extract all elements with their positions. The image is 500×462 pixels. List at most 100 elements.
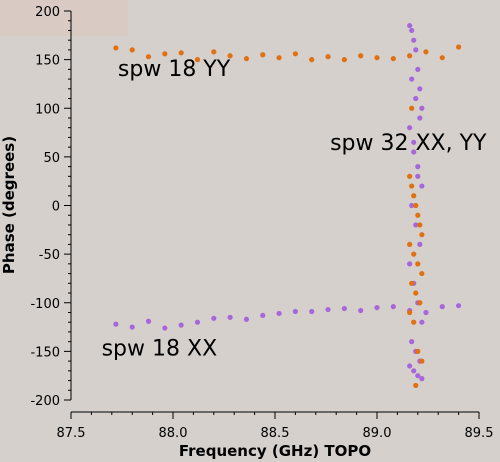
data-point — [411, 139, 417, 145]
data-point — [439, 55, 445, 61]
data-point — [243, 56, 250, 62]
data-point — [419, 376, 425, 382]
series-purple-1 — [113, 303, 462, 331]
data-point — [113, 321, 119, 327]
series-orange-3 — [407, 105, 425, 389]
data-point — [419, 319, 425, 325]
data-point — [411, 193, 417, 199]
data-point — [415, 173, 421, 179]
data-point — [390, 56, 396, 62]
data-point — [411, 251, 417, 257]
data-point — [409, 105, 415, 111]
data-point — [325, 54, 331, 60]
data-point — [260, 52, 266, 58]
data-point — [411, 149, 417, 155]
y-tick-label: -50 — [39, 248, 60, 263]
series-annotation: spw 18 YY — [118, 57, 231, 82]
y-axis-title: Phase (degrees) — [0, 136, 18, 274]
data-point — [417, 241, 423, 247]
data-point — [413, 202, 419, 209]
data-point — [145, 54, 152, 60]
data-point — [341, 305, 347, 312]
data-point — [374, 55, 380, 61]
data-point — [417, 115, 423, 121]
data-point — [194, 57, 201, 63]
y-tick-label: 100 — [35, 102, 60, 117]
data-point — [423, 49, 429, 55]
data-point — [415, 164, 421, 170]
data-point — [407, 22, 413, 29]
data-point — [227, 53, 233, 59]
data-point — [358, 53, 364, 59]
data-point — [439, 304, 445, 310]
data-point — [415, 348, 421, 354]
data-point — [409, 339, 415, 345]
data-point — [341, 57, 347, 63]
data-point — [276, 310, 282, 317]
data-point — [407, 53, 413, 59]
axes: 200 150 100 50 0 -50 -100 -150 -200 87.5 88.0 88.5 8… — [30, 5, 493, 441]
data-point — [145, 318, 152, 324]
data-point — [417, 222, 423, 228]
data-points — [113, 22, 462, 389]
data-point — [417, 86, 423, 92]
data-point — [413, 290, 419, 296]
annotations: spw 18 YY spw 32 XX, YY spw 18 XX — [102, 57, 487, 361]
data-point — [419, 183, 425, 189]
x-tick-label: 88.5 — [261, 426, 290, 441]
data-point — [292, 51, 298, 57]
data-point — [390, 304, 396, 310]
data-point — [409, 183, 415, 189]
data-point — [419, 232, 425, 238]
data-point — [417, 300, 423, 306]
data-point — [411, 319, 417, 325]
data-point — [415, 261, 421, 267]
data-point — [415, 212, 421, 218]
data-point — [413, 222, 419, 228]
data-point — [415, 66, 421, 72]
data-point — [227, 314, 233, 320]
data-point — [411, 37, 417, 43]
data-point — [211, 315, 217, 321]
data-point — [358, 307, 364, 314]
data-point — [178, 322, 184, 328]
series-annotation: spw 32 XX, YY — [330, 131, 487, 156]
data-point — [413, 382, 419, 389]
series-orange-0 — [113, 44, 462, 63]
x-tick-label: 89.0 — [363, 426, 392, 441]
series-annotation: spw 18 XX — [102, 336, 218, 361]
data-point — [419, 105, 425, 111]
data-point — [419, 358, 425, 364]
data-point — [292, 308, 298, 315]
data-point — [325, 306, 331, 313]
data-point — [407, 261, 413, 267]
data-point — [113, 45, 119, 51]
data-point — [413, 47, 419, 53]
data-point — [409, 76, 415, 82]
data-point — [309, 308, 315, 315]
data-point — [162, 325, 168, 331]
data-point — [456, 44, 462, 50]
data-point — [413, 95, 419, 102]
x-tick-label: 87.5 — [57, 426, 86, 441]
data-point — [276, 55, 282, 61]
data-point — [407, 363, 413, 369]
data-point — [129, 324, 135, 330]
data-point — [409, 27, 415, 34]
data-point — [407, 309, 413, 316]
data-point — [162, 51, 168, 57]
y-tick-label: 0 — [52, 200, 60, 215]
data-point — [260, 312, 266, 318]
corner-patch — [0, 0, 128, 36]
x-axis-title: Frequency (GHz) TOPO — [179, 442, 371, 460]
data-point — [456, 303, 462, 309]
data-point — [211, 49, 217, 55]
data-point — [415, 373, 421, 379]
y-tick-label: 200 — [35, 5, 60, 20]
data-point — [374, 305, 380, 311]
data-point — [309, 57, 315, 63]
data-point — [419, 270, 425, 277]
data-point — [243, 316, 250, 322]
